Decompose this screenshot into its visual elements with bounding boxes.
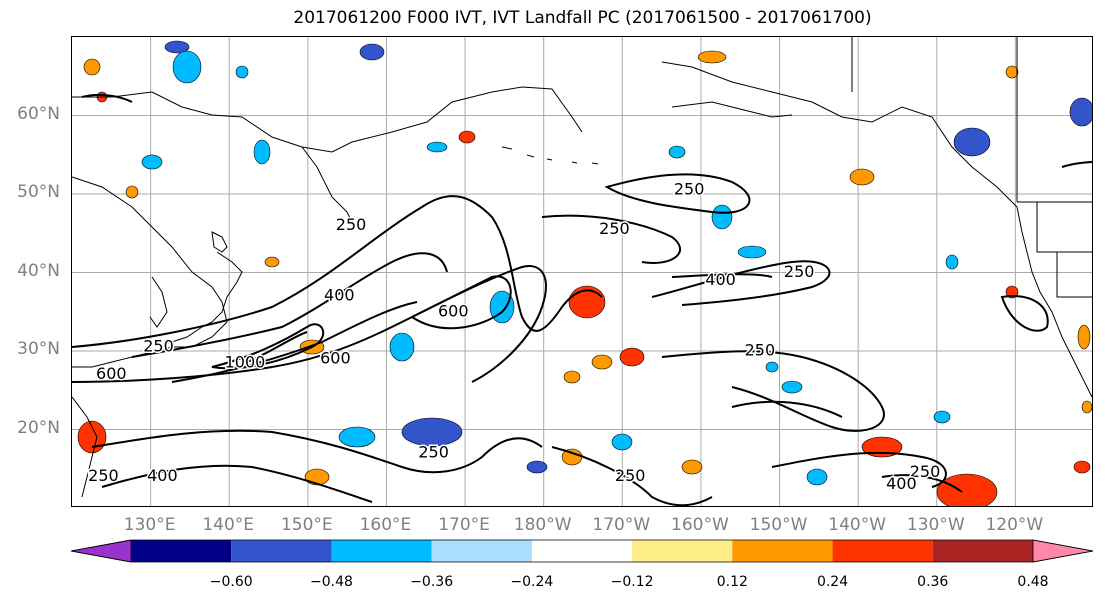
latitude-label: 50°N [17, 182, 60, 202]
contour-label: 600 [96, 364, 127, 383]
longitude-label: 130°W [906, 515, 965, 535]
contour-label: 1000 [225, 352, 266, 371]
colorbar-tick-label: −0.60 [209, 574, 253, 590]
colorbar-tick-label: −0.12 [610, 574, 654, 590]
colorbar-segment [131, 540, 232, 562]
longitude-label: 180°W [513, 515, 572, 535]
contour-label: 250 [88, 466, 119, 485]
contour-label: 250 [674, 180, 705, 199]
latitude-label: 30°N [17, 339, 60, 359]
colorbar-tick-label: 0.24 [816, 574, 849, 590]
contour-label: 250 [143, 337, 174, 356]
longitude-label: 140°E [202, 515, 255, 535]
latitude-label: 40°N [17, 260, 60, 281]
longitude-label: 170°W [592, 515, 651, 535]
contour-label: 250 [599, 219, 630, 238]
colorbar-extend-high [1032, 539, 1094, 563]
pc-shading [77, 40, 1092, 506]
ivt-contours [72, 93, 1092, 506]
colorbar [70, 539, 1094, 563]
colorbar-segment [231, 540, 332, 562]
gridlines [72, 37, 1092, 506]
colorbar-segment [531, 540, 633, 562]
contour-label: 600 [320, 348, 351, 367]
contour-label: 600 [438, 301, 469, 320]
longitude-label: 160°E [359, 515, 412, 535]
latitude-label: 60°N [17, 103, 60, 124]
colorbar-tick-label: −0.24 [510, 574, 554, 590]
contour-label: 400 [324, 286, 355, 305]
colorbar-tick-label: 0.36 [917, 574, 949, 590]
contour-label: 400 [705, 270, 736, 289]
contour-label: 250 [745, 341, 776, 360]
coastlines [72, 37, 1092, 498]
contour-label: 250 [910, 462, 941, 481]
colorbar-segment [932, 540, 1033, 562]
longitude-label: 120°W [985, 515, 1044, 535]
contour-label: 250 [615, 466, 646, 485]
colorbar-segment [632, 540, 733, 562]
colorbar-segment [832, 540, 933, 562]
latitude-label: 20°N [17, 417, 60, 438]
longitude-label: 140°W [828, 515, 887, 535]
contour-label: 250 [784, 262, 815, 281]
colorbar-extend-low [70, 539, 132, 563]
contour-label: 400 [886, 474, 917, 493]
contour-label: 250 [418, 443, 449, 462]
colorbar-tick-label: 0.12 [716, 574, 748, 590]
map-title: 2017061200 F000 IVT, IVT Landfall PC (20… [293, 8, 872, 28]
longitude-label: 160°W [671, 515, 729, 535]
colorbar-tick-label: −0.36 [410, 574, 454, 590]
colorbar-segment [431, 540, 532, 562]
longitude-label: 170°E [438, 515, 490, 535]
colorbar-segment [732, 540, 833, 562]
contour-label: 400 [147, 466, 178, 485]
colorbar-segment [331, 540, 432, 562]
contour-label: 250 [336, 215, 367, 234]
colorbar-tick-label: −0.48 [309, 574, 353, 590]
longitude-label: 130°E [123, 515, 176, 535]
map-panel: 250 400 250 600 1000 600 600 250 250 400 250 250 250… [71, 36, 1093, 507]
longitude-label: 150°W [749, 515, 808, 535]
colorbar-outline [70, 539, 1094, 563]
longitude-label: 150°E [280, 515, 333, 535]
colorbar-tick-label: 0.48 [1017, 574, 1049, 590]
